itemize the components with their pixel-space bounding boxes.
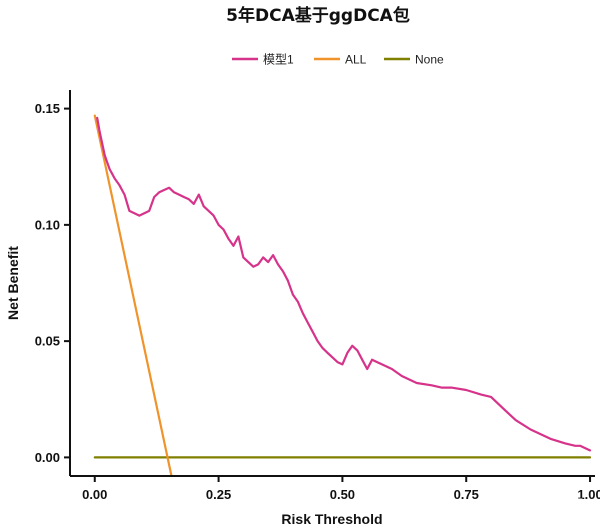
x-tick-label: 0.25 (206, 487, 231, 502)
y-axis-label: Net Benefit (5, 246, 21, 320)
series-line-model-1 (96, 116, 592, 452)
y-tick-label: 0.15 (35, 101, 60, 116)
x-axis-label: Risk Threshold (281, 511, 382, 527)
series-line-all (93, 114, 173, 478)
watermark-text: 知乎 @小毛竹 (488, 494, 583, 512)
legend-label-all: ALL (345, 53, 367, 67)
legend: 模型1 ALL None (232, 53, 444, 67)
x-tick-label: 1.00 (577, 487, 600, 502)
y-tick-label: 0.05 (35, 334, 60, 349)
x-tick-label: 0.50 (330, 487, 355, 502)
legend-label-none: None (415, 53, 444, 67)
chart-title: 5年DCA基于ggDCA包 (226, 5, 410, 26)
plot-area (93, 114, 592, 478)
axis-ticks: 0.00 0.05 0.10 0.15 0.00 0.25 0.50 0.75 1.00 (35, 101, 600, 502)
y-tick-label: 0.10 (35, 217, 60, 232)
x-tick-label: 0.75 (454, 487, 479, 502)
y-tick-label: 0.00 (35, 450, 60, 465)
legend-label-model-1: 模型1 (263, 53, 294, 67)
x-tick-label: 0.00 (82, 487, 107, 502)
